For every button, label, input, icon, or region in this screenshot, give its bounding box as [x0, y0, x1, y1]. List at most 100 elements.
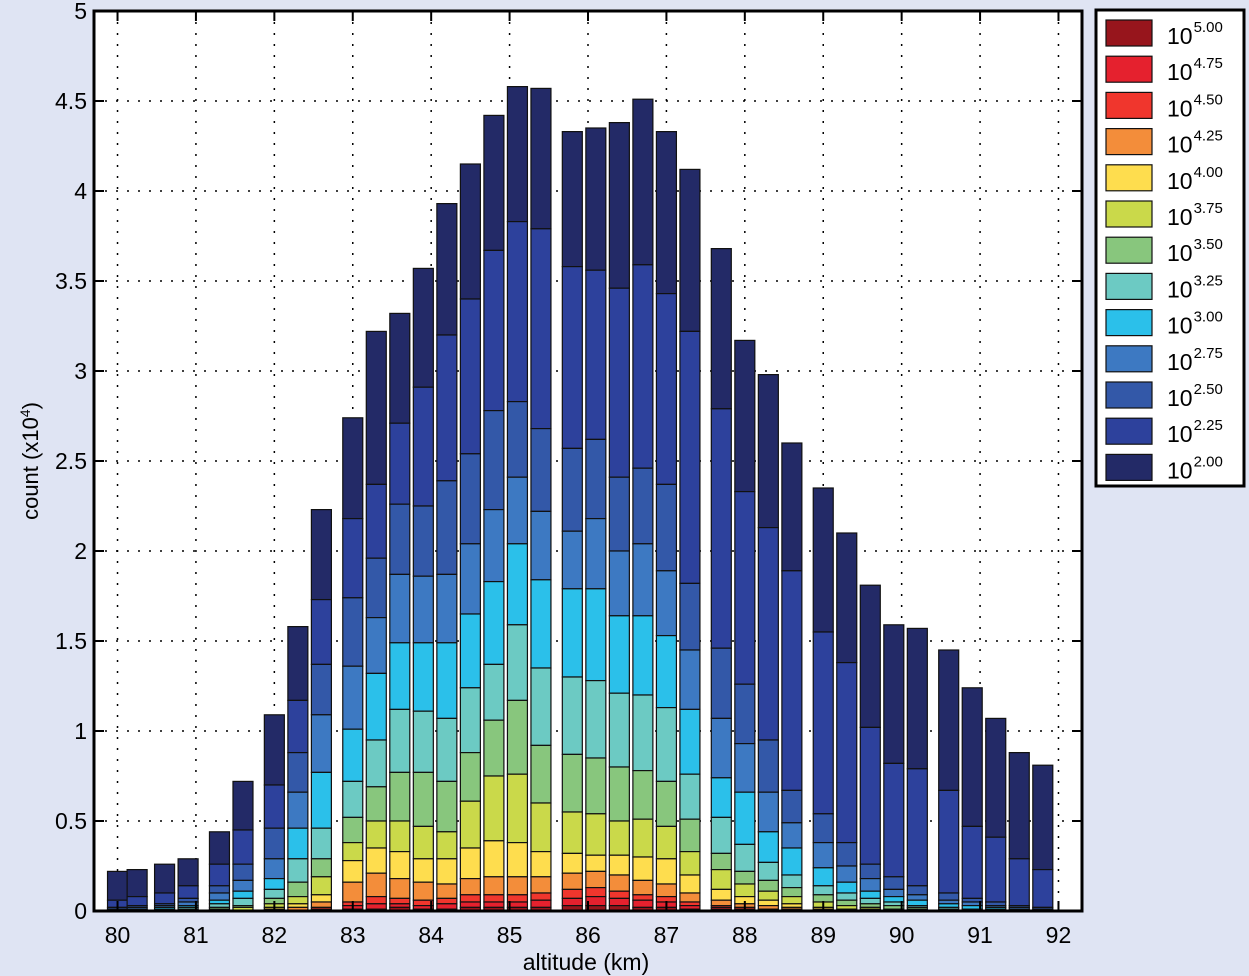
- bar-segment: [710, 408, 732, 649]
- bar-segment: [859, 584, 881, 729]
- bar-segment: [632, 694, 654, 772]
- bar-segment: [530, 876, 552, 894]
- bar-segment: [757, 861, 779, 882]
- bar-segment: [208, 863, 231, 887]
- bar-segment: [287, 625, 309, 701]
- bar-segment: [679, 168, 701, 332]
- bar-segment: [365, 616, 387, 674]
- bar-stack: [985, 717, 1007, 912]
- bar-segment: [561, 530, 583, 590]
- legend-item: 104.50: [1105, 91, 1223, 121]
- bar-segment: [483, 840, 505, 878]
- bar-segment: [483, 509, 505, 583]
- legend-label-base: 10: [1167, 240, 1193, 266]
- bar-segment: [812, 813, 834, 844]
- bar-segment: [585, 813, 607, 856]
- bar-layer: [106, 85, 1054, 912]
- bar-segment: [836, 899, 858, 907]
- bar-segment: [632, 543, 654, 617]
- bar-segment: [836, 881, 858, 894]
- bar-stack: [883, 624, 905, 912]
- bar-segment: [655, 131, 678, 295]
- bar-segment: [436, 903, 458, 910]
- x-tick-label: 85: [497, 922, 523, 948]
- bar-segment: [436, 642, 458, 719]
- x-tick-label: 89: [810, 922, 836, 948]
- bar-segment: [632, 615, 654, 696]
- bar-segment: [655, 825, 678, 860]
- bar-segment: [459, 298, 481, 455]
- bar-segment: [506, 773, 529, 844]
- bar-segment: [608, 550, 630, 617]
- legend-label-exponent: 4.00: [1194, 164, 1223, 181]
- bar-segment: [585, 588, 607, 682]
- bar-segment: [459, 751, 481, 802]
- bar-stack: [506, 85, 529, 912]
- bar-segment: [1032, 868, 1054, 908]
- y-axis-label: count (x104): [17, 402, 43, 520]
- x-tick-label: 87: [654, 922, 680, 948]
- bar-segment: [906, 894, 928, 901]
- bar-segment: [561, 588, 583, 678]
- bar-segment: [232, 829, 254, 865]
- bar-segment: [263, 827, 285, 860]
- bar-segment: [342, 665, 364, 730]
- legend-swatch: [1105, 128, 1153, 156]
- bar-segment: [710, 717, 732, 779]
- bar-segment: [126, 868, 148, 898]
- bar-segment: [757, 879, 779, 892]
- legend-label-base: 10: [1167, 204, 1193, 230]
- bar-segment: [459, 877, 481, 896]
- legend-label: 103.00: [1167, 309, 1223, 339]
- bar-segment: [342, 780, 364, 819]
- legend-label-exponent: 4.25: [1194, 128, 1223, 145]
- bar-segment: [710, 248, 732, 410]
- bar-stack: [483, 114, 505, 912]
- bar-segment: [679, 330, 701, 584]
- bar-stack: [679, 168, 701, 912]
- bar-segment: [561, 676, 583, 756]
- bar-segment: [232, 780, 254, 831]
- bar-segment: [389, 312, 411, 424]
- legend-item: 103.25: [1105, 272, 1223, 302]
- bar-segment: [389, 850, 411, 880]
- bar-segment: [530, 228, 552, 430]
- bar-stack: [961, 687, 983, 912]
- bar-stack: [859, 584, 881, 912]
- bar-segment: [859, 890, 881, 900]
- bar-segment: [836, 661, 858, 844]
- bar-segment: [655, 293, 678, 486]
- bar-segment: [483, 775, 505, 842]
- bar-stack: [812, 487, 834, 912]
- bar-stack: [232, 780, 254, 912]
- bar-segment: [812, 487, 834, 633]
- bar-segment: [906, 627, 928, 770]
- bar-stack: [561, 131, 583, 912]
- legend-item: 102.50: [1105, 381, 1223, 411]
- legend-label-base: 10: [1167, 421, 1193, 447]
- bar-stack: [412, 267, 434, 912]
- x-tick-label: 86: [575, 922, 601, 948]
- bar-segment: [412, 881, 434, 901]
- legend-label: 103.25: [1167, 272, 1223, 302]
- bar-segment: [436, 858, 458, 885]
- bar-segment: [310, 858, 332, 878]
- legend-label-base: 10: [1167, 385, 1193, 411]
- bar-segment: [632, 467, 654, 545]
- legend-label: 104.50: [1167, 91, 1223, 121]
- bar-segment: [310, 876, 332, 896]
- legend-label: 104.75: [1167, 55, 1223, 85]
- bar-segment: [389, 771, 411, 822]
- bar-segment: [506, 699, 529, 775]
- bar-segment: [389, 642, 411, 710]
- bar-segment: [585, 757, 607, 815]
- bar-segment: [961, 825, 983, 900]
- bar-segment: [232, 897, 254, 907]
- bar-segment: [208, 892, 231, 901]
- legend-label-exponent: 2.75: [1194, 345, 1223, 362]
- y-tick-label: 3.5: [55, 268, 87, 294]
- bar-stack: [310, 509, 332, 912]
- legend-item: 103.00: [1105, 309, 1223, 339]
- tick-layer: 80 81 82 83 84 85 86 87 88 89 90 91 92 0 0.5 1 1.5 2 2.5 3 3…: [55, 0, 1082, 948]
- legend-swatch: [1105, 381, 1153, 409]
